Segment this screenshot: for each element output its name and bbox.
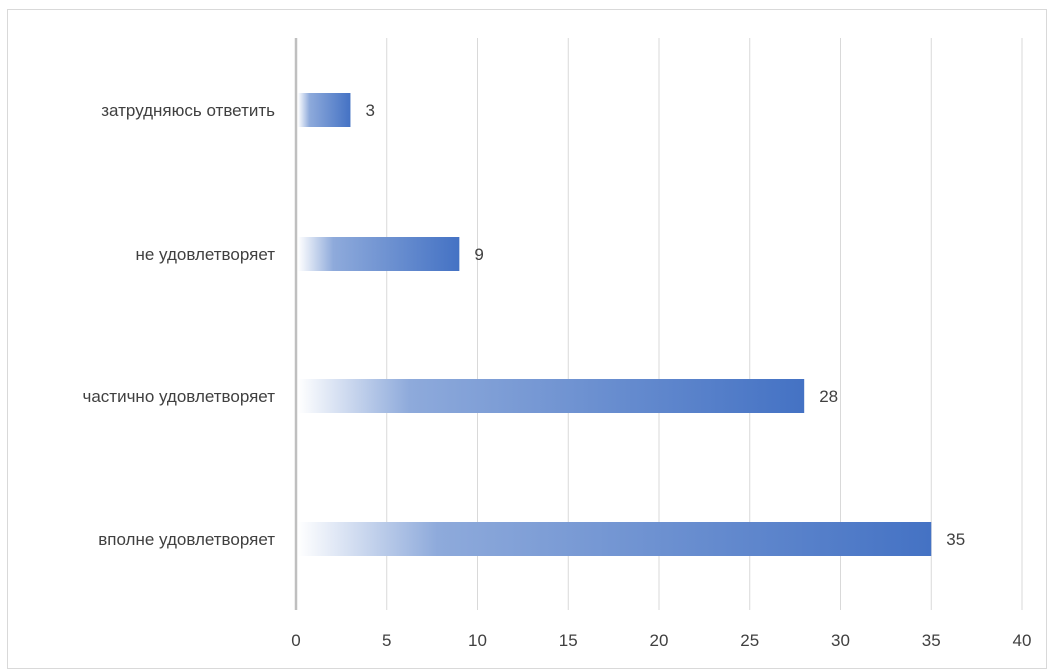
category-label: затрудняюсь ответить <box>101 101 275 120</box>
x-tick-label: 35 <box>922 631 941 650</box>
x-tick-label: 30 <box>831 631 850 650</box>
data-label: 35 <box>946 530 965 549</box>
x-tick-label: 25 <box>740 631 759 650</box>
x-tick-label: 0 <box>291 631 300 650</box>
data-label: 3 <box>365 101 374 120</box>
category-label: не удовлетворяет <box>135 245 275 264</box>
data-label: 9 <box>474 245 483 264</box>
category-label: частично удовлетворяет <box>82 387 275 406</box>
x-tick-label: 15 <box>559 631 578 650</box>
bar <box>298 237 460 271</box>
gridlines <box>294 38 1023 610</box>
x-tick-label: 20 <box>650 631 669 650</box>
category-labels: затрудняюсь ответить не удовлетворяет част… <box>82 101 275 549</box>
x-tick-label: 5 <box>382 631 391 650</box>
data-label: 28 <box>819 387 838 406</box>
bars <box>298 93 932 556</box>
bar <box>298 379 805 413</box>
bar <box>298 522 932 556</box>
category-label: вполне удовлетворяет <box>98 530 275 549</box>
x-tick-label: 10 <box>468 631 487 650</box>
data-labels: 3 9 28 35 <box>365 101 965 549</box>
chart-frame <box>7 9 1047 669</box>
x-axis-tick-labels: 0 5 10 15 20 25 30 35 40 <box>291 631 1031 650</box>
bar <box>298 93 351 127</box>
x-tick-label: 40 <box>1013 631 1032 650</box>
